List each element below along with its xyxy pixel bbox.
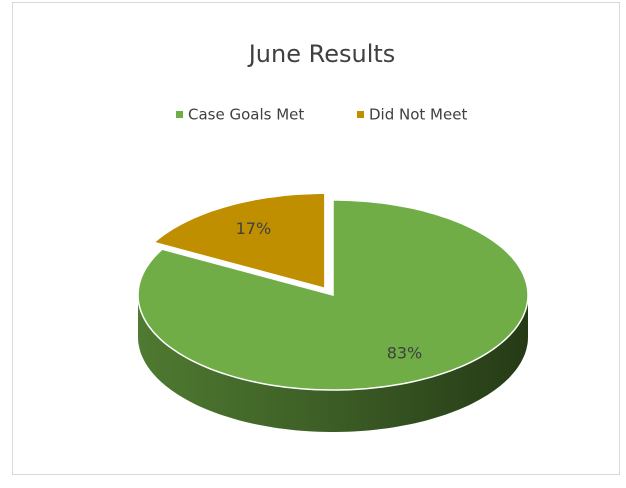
legend-marker <box>357 111 364 118</box>
chart-title: June Results <box>247 40 396 68</box>
pie-slice <box>152 192 326 290</box>
legend-label: Did Not Meet <box>369 106 467 124</box>
data-label: 17% <box>236 219 272 238</box>
legend-label: Case Goals Met <box>188 106 304 124</box>
pie-slice <box>137 199 529 391</box>
pie-slice-side <box>138 295 528 432</box>
data-label: 83% <box>387 343 423 362</box>
legend-marker <box>176 111 183 118</box>
